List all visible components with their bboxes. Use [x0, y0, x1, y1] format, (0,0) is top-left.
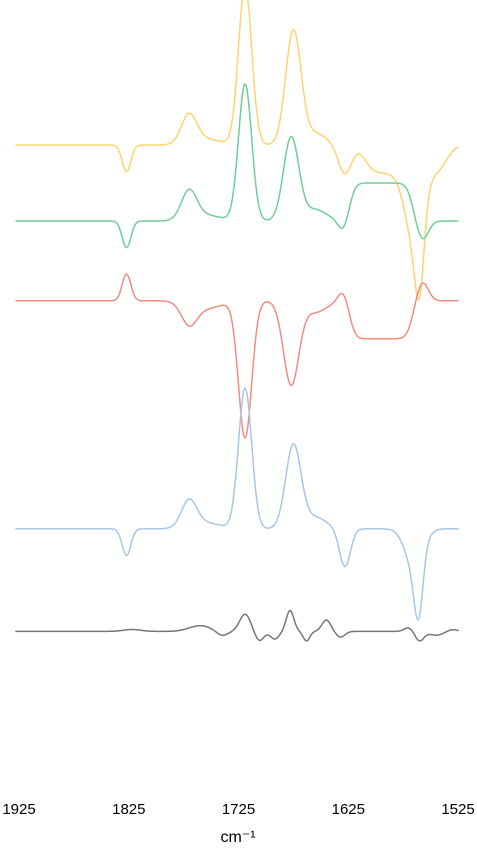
x-tick-label: 1625	[332, 801, 365, 818]
series-line-4	[15, 387, 459, 621]
x-tick-label: 1725	[222, 801, 255, 818]
traces-group	[15, 0, 459, 642]
x-tick-label: 1825	[112, 801, 145, 818]
series-line-3	[15, 273, 459, 439]
x-tick-label: 1925	[2, 801, 35, 818]
series-line-1	[15, 0, 459, 301]
x-tick-label: 1525	[441, 801, 474, 818]
series-line-5	[15, 609, 459, 642]
x-axis-label: cm⁻¹	[220, 829, 255, 846]
series-line-2	[15, 83, 459, 249]
x-tick-labels: 1925 1825 1725 1625 1525	[2, 801, 474, 818]
